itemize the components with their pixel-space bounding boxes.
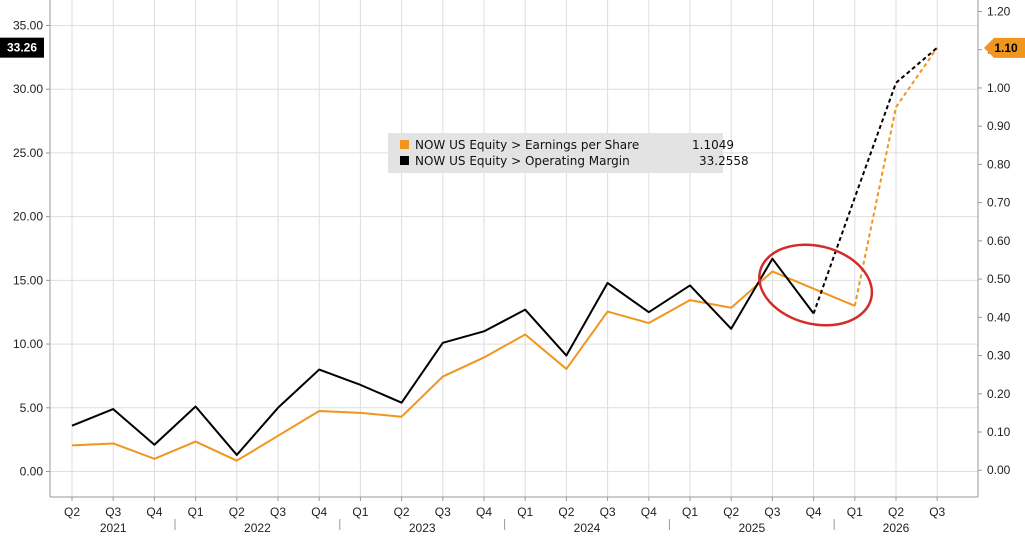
right-value-badge-label: 1.10 xyxy=(994,41,1018,55)
left-tick-label: 10.00 xyxy=(13,337,43,351)
x-tick-label: Q1 xyxy=(682,505,698,519)
x-tick-label: Q4 xyxy=(476,505,492,519)
x-tick-label: Q2 xyxy=(888,505,904,519)
annotation-ellipse xyxy=(758,243,874,327)
right-tick-label: 0.50 xyxy=(987,272,1011,286)
x-tick-label: Q4 xyxy=(806,505,822,519)
x-tick-label: Q2 xyxy=(229,505,245,519)
right-tick-label: 0.80 xyxy=(987,157,1011,171)
right-tick-label: 0.60 xyxy=(987,234,1011,248)
x-tick-label: Q2 xyxy=(394,505,410,519)
x-year-label: 2026 xyxy=(883,521,910,535)
left-tick-label: 25.00 xyxy=(13,146,43,160)
legend-series-name: NOW US Equity > Operating Margin xyxy=(415,154,630,168)
series-forecast-line-operating-margin xyxy=(812,46,938,314)
x-tick-label: Q1 xyxy=(352,505,368,519)
x-year-label: 2024 xyxy=(574,521,601,535)
x-tick-label: Q2 xyxy=(558,505,574,519)
x-tick-label: Q3 xyxy=(600,505,616,519)
x-year-label: 2025 xyxy=(738,521,765,535)
series-line-operating-margin xyxy=(71,257,815,456)
right-tick-label: 0.90 xyxy=(987,119,1011,133)
right-tick-label: 0.00 xyxy=(987,463,1011,477)
legend-series-value: 33.2558 xyxy=(699,154,749,168)
x-tick-label: Q4 xyxy=(311,505,327,519)
right-tick-label: 1.00 xyxy=(987,81,1011,95)
right-tick-label: 0.10 xyxy=(987,425,1011,439)
x-tick-label: Q2 xyxy=(723,505,739,519)
gridlines xyxy=(50,0,978,497)
x-tick-label: Q2 xyxy=(64,505,80,519)
legend-box xyxy=(388,133,723,173)
left-tick-label: 0.00 xyxy=(20,465,44,479)
x-year-label: 2022 xyxy=(244,521,271,535)
right-tick-label: 0.70 xyxy=(987,196,1011,210)
series-line-eps xyxy=(71,270,856,462)
left-value-badge-label: 33.26 xyxy=(7,41,37,55)
legend: NOW US Equity > Earnings per Share 1.1049… xyxy=(388,133,749,173)
left-value-badge xyxy=(0,37,44,58)
right-tick-label: 1.20 xyxy=(987,4,1011,18)
left-tick-label: 5.00 xyxy=(20,401,44,415)
left-tick-label: 30.00 xyxy=(13,82,43,96)
x-tick-label: Q3 xyxy=(105,505,121,519)
x-year-label: 2023 xyxy=(409,521,436,535)
legend-swatch xyxy=(400,140,409,149)
series-group xyxy=(71,46,939,462)
left-tick-label: 20.00 xyxy=(13,210,43,224)
value-badges: 33.26 1.10 xyxy=(0,37,1025,58)
x-tick-label: Q1 xyxy=(847,505,863,519)
legend-series-value: 1.1049 xyxy=(692,138,734,152)
right-tick-label: 0.40 xyxy=(987,310,1011,324)
annotation-group xyxy=(758,243,874,327)
axes: Q2 Q3 Q4 Q1 Q2 Q3 Q4 Q1 Q2 Q3 Q4 Q1 Q2 Q3 Q4 Q1 Q2 Q3 Q4 Q1… xyxy=(13,0,1011,535)
series-forecast-line-eps xyxy=(853,47,939,307)
x-tick-label: Q3 xyxy=(764,505,780,519)
legend-series-name: NOW US Equity > Earnings per Share xyxy=(415,138,639,152)
x-tick-label: Q1 xyxy=(517,505,533,519)
x-year-label: 2021 xyxy=(100,521,127,535)
x-tick-label: Q3 xyxy=(435,505,451,519)
x-tick-label: Q3 xyxy=(270,505,286,519)
left-tick-label: 15.00 xyxy=(13,273,43,287)
right-tick-label: 0.30 xyxy=(987,349,1011,363)
right-tick-label: 0.20 xyxy=(987,387,1011,401)
x-tick-label: Q4 xyxy=(641,505,657,519)
legend-swatch xyxy=(400,156,409,165)
x-tick-label: Q3 xyxy=(929,505,945,519)
left-tick-label: 35.00 xyxy=(13,18,43,32)
right-value-badge xyxy=(984,37,1025,58)
x-tick-label: Q1 xyxy=(188,505,204,519)
x-tick-label: Q4 xyxy=(146,505,162,519)
